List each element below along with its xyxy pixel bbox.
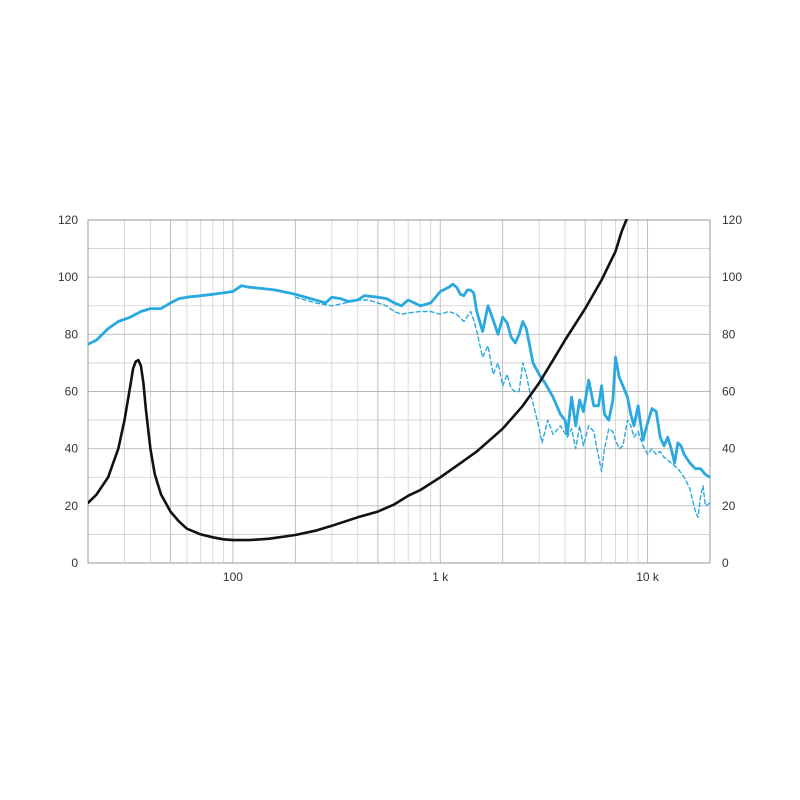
- impedance-line: [88, 219, 629, 542]
- y-tick-label-left: 40: [65, 442, 79, 456]
- x-tick-label: 100: [223, 570, 243, 584]
- y-tick-label-left: 60: [65, 385, 79, 399]
- y-tick-label-left: 0: [71, 556, 78, 570]
- y-tick-label-right: 100: [722, 270, 742, 284]
- spl-response-line: [88, 282, 710, 479]
- y-tick-label-right: 0: [722, 556, 729, 570]
- series-layer: [88, 219, 710, 542]
- y-tick-label-left: 20: [65, 499, 79, 513]
- plot-frame: [87, 219, 711, 564]
- y-tick-label-left: 100: [58, 270, 78, 284]
- grid: [87, 219, 711, 564]
- y-tick-label-right: 40: [722, 442, 736, 456]
- y-tick-label-right: 60: [722, 385, 736, 399]
- y-tick-label-left: 80: [65, 327, 79, 341]
- tick-labels: 0 0 20 20 40 40 60 60 80 80 100 100 120 120 100 1 k 10 k: [58, 213, 742, 584]
- y-tick-label-right: 20: [722, 499, 736, 513]
- x-tick-label: 10 k: [636, 570, 660, 584]
- spl-response-dashed-line: [294, 296, 710, 518]
- y-tick-label-right: 80: [722, 327, 736, 341]
- x-tick-label: 1 k: [432, 570, 449, 584]
- y-tick-label-left: 120: [58, 213, 78, 227]
- y-tick-label-right: 120: [722, 213, 742, 227]
